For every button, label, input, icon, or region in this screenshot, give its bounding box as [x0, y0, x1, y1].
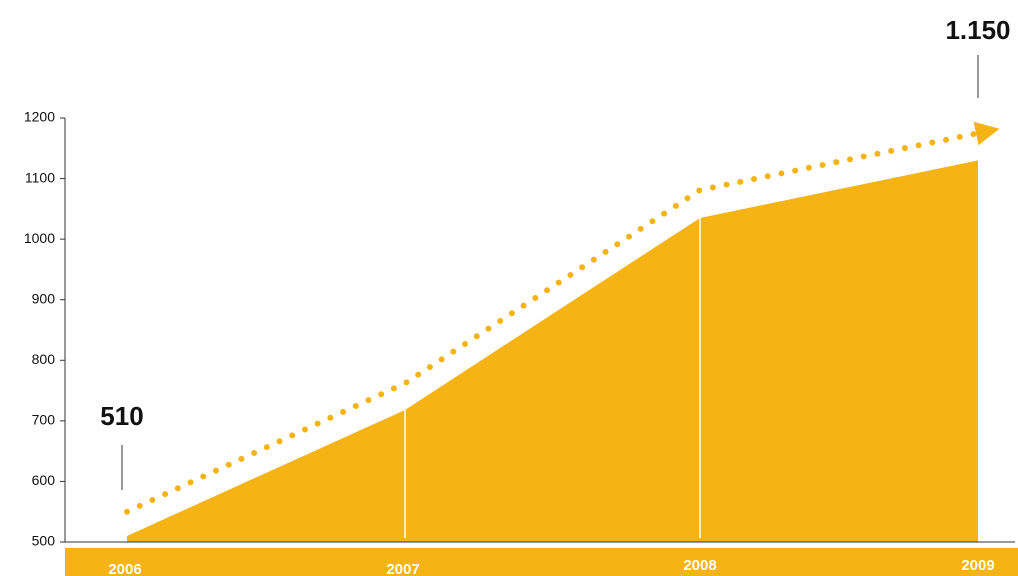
annotation: 1.150: [945, 15, 1010, 45]
x-tick-label: 2008: [683, 557, 716, 574]
y-tick-label: 500: [32, 533, 56, 549]
y-tick-label: 700: [32, 412, 56, 428]
x-tick-label: 2009: [961, 557, 994, 574]
x-band: [65, 548, 1018, 576]
y-tick-label: 1100: [25, 169, 55, 185]
annotation: 510: [100, 401, 143, 431]
y-tick-label: 800: [32, 351, 56, 367]
y-tick-label: 900: [32, 290, 56, 306]
y-tick-label: 1000: [24, 230, 55, 246]
arrow-head: [973, 121, 1000, 146]
x-tick-label: 2006: [108, 561, 141, 576]
x-tick-label: 2007: [386, 561, 419, 576]
area: [127, 160, 978, 542]
trend-line: [124, 130, 981, 515]
y-tick-label: 600: [32, 472, 56, 488]
y-tick-label: 1200: [24, 109, 55, 125]
